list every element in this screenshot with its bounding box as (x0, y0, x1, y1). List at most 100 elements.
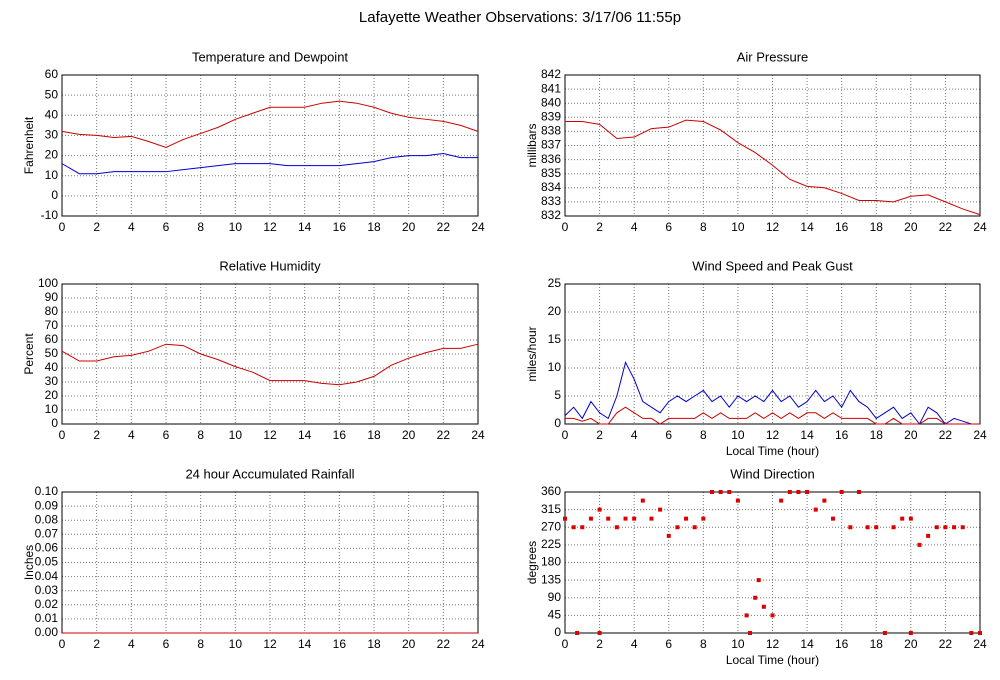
x-tick-label: 20 (904, 220, 918, 234)
chart-title: 24 hour Accumulated Rainfall (185, 466, 354, 481)
plot-frame (61, 74, 479, 217)
data-point (588, 516, 593, 521)
y-tick-label: 70 (45, 318, 59, 332)
data-point (813, 507, 818, 512)
x-tick-label: 6 (163, 220, 170, 234)
x-tick-label: 18 (870, 220, 884, 234)
x-tick-label: 6 (665, 637, 672, 651)
data-point (684, 516, 689, 521)
x-tick-label: 24 (471, 428, 485, 442)
y-tick-label: 20 (45, 388, 59, 402)
y-tick-label: 60 (45, 67, 59, 81)
data-point (908, 631, 913, 635)
y-tick-label: 0.06 (35, 541, 59, 555)
x-tick-label: 18 (870, 637, 884, 651)
x-tick-label: 16 (333, 637, 347, 651)
plot-frame (564, 74, 981, 217)
y-tick-label: 842 (541, 67, 561, 81)
data-point (675, 525, 680, 530)
data-point (978, 631, 982, 635)
y-tick-label: 0.03 (35, 583, 59, 597)
x-tick-label: 14 (800, 428, 814, 442)
x-tick-label: 8 (700, 637, 707, 651)
data-line (565, 406, 980, 425)
x-tick-label: 2 (596, 220, 603, 234)
x-tick-label: 12 (766, 637, 780, 651)
data-line (61, 343, 479, 386)
x-tick-label: 16 (333, 428, 347, 442)
data-point (779, 498, 784, 503)
x-tick-label: 22 (939, 428, 953, 442)
y-axis-label: Inches (22, 545, 36, 580)
x-tick-label: 6 (665, 220, 672, 234)
x-tick-label: 6 (163, 637, 170, 651)
y-tick-label: 270 (541, 519, 561, 533)
x-tick-label: 18 (367, 428, 381, 442)
data-point (718, 490, 723, 494)
x-tick-label: 20 (904, 637, 918, 651)
data-point (960, 525, 965, 530)
x-tick-label: 8 (197, 428, 204, 442)
x-tick-label: 18 (367, 220, 381, 234)
data-point (748, 631, 753, 635)
x-tick-label: 10 (229, 428, 243, 442)
x-tick-label: 12 (263, 637, 277, 651)
x-tick-label: 0 (562, 637, 569, 651)
data-point (900, 516, 905, 521)
x-tick-label: 20 (402, 220, 416, 234)
data-line (61, 153, 478, 175)
x-tick-label: 22 (939, 220, 953, 234)
data-point (606, 516, 611, 521)
data-point (701, 516, 706, 521)
x-tick-label: 2 (93, 428, 100, 442)
x-tick-label: 10 (731, 220, 745, 234)
y-tick-label: 0.07 (35, 526, 59, 540)
x-tick-label: 2 (93, 220, 100, 234)
data-point (891, 525, 896, 530)
x-tick-label: 24 (973, 637, 987, 651)
x-tick-label: 4 (631, 428, 638, 442)
y-tick-label: 20 (548, 304, 562, 318)
data-point (597, 507, 602, 512)
data-point (727, 490, 732, 494)
plot-frame (564, 491, 981, 634)
x-tick-label: 24 (471, 220, 485, 234)
chart-title: Wind Direction (730, 466, 815, 481)
chart-title: Wind Speed and Peak Gust (692, 258, 853, 273)
x-tick-label: 0 (59, 428, 66, 442)
x-tick-label: 0 (562, 220, 569, 234)
y-tick-label: 0 (554, 625, 561, 639)
data-point (882, 631, 887, 635)
data-point (831, 516, 836, 521)
x-tick-label: 14 (800, 220, 814, 234)
x-tick-label: 20 (904, 428, 918, 442)
data-point (848, 525, 853, 530)
y-tick-label: 10 (548, 360, 562, 374)
data-point (917, 542, 922, 547)
data-point (580, 525, 585, 530)
x-tick-label: 14 (298, 220, 312, 234)
x-tick-label: 14 (298, 428, 312, 442)
x-tick-label: 2 (596, 637, 603, 651)
y-tick-label: 0.09 (35, 498, 59, 512)
y-tick-label: 841 (541, 81, 561, 95)
data-point (649, 516, 654, 521)
x-tick-label: 8 (197, 220, 204, 234)
y-tick-label: 80 (45, 304, 59, 318)
x-tick-label: 4 (631, 637, 638, 651)
data-point (934, 525, 939, 530)
x-axis-label: Local Time (hour) (726, 653, 819, 667)
x-tick-label: 24 (973, 428, 987, 442)
x-tick-label: 22 (437, 220, 451, 234)
y-tick-label: 838 (541, 124, 561, 138)
x-tick-label: 16 (835, 428, 849, 442)
data-point (563, 516, 567, 521)
x-tick-label: 0 (59, 637, 66, 651)
y-tick-label: 25 (548, 276, 562, 290)
data-point (666, 533, 671, 538)
y-axis-label: degrees (525, 541, 539, 584)
data-point (770, 613, 775, 618)
y-tick-label: 225 (541, 537, 561, 551)
y-tick-label: 15 (548, 332, 562, 346)
